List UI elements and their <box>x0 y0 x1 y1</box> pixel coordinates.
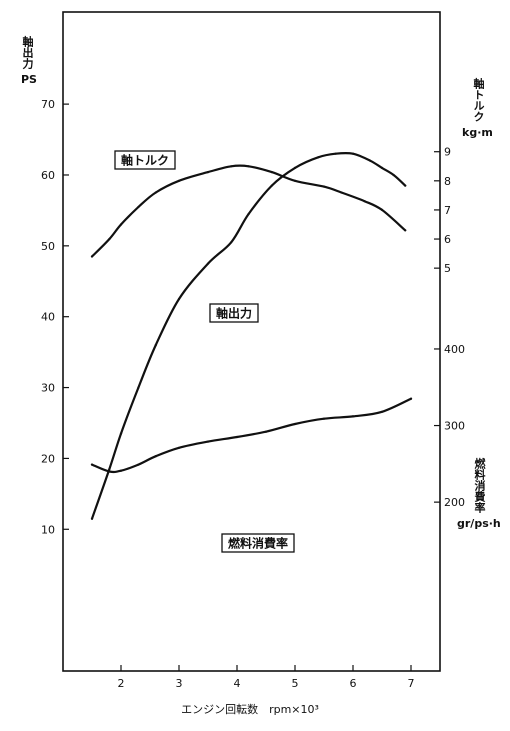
torque-point <box>247 165 250 168</box>
torque-tick-label: 5 <box>444 262 451 275</box>
torque-point <box>270 171 273 174</box>
power-point <box>230 241 233 244</box>
power-point <box>317 156 320 159</box>
curve-label-box <box>221 533 295 553</box>
curve-label-text: 軸トルク <box>121 153 169 168</box>
torque-point <box>230 165 233 168</box>
power-point <box>177 297 181 301</box>
fuel-consumption-line <box>90 397 413 474</box>
power-axis-title-text: 軸出力 <box>21 36 34 69</box>
power-point <box>334 152 337 155</box>
torque-point <box>90 255 94 258</box>
torque-axis-ticks: 5 6 7 8 9 <box>434 146 451 275</box>
torque-curve-label: 軸トルク <box>114 150 176 170</box>
torque-point <box>322 185 326 188</box>
fuel-consumption-point <box>108 470 111 473</box>
power-curve-label: 軸出力 <box>209 303 259 323</box>
curve-label-text: 軸出力 <box>216 306 252 321</box>
fuel-consumption-point <box>206 440 210 443</box>
torque-point <box>293 179 297 182</box>
curve-label-text: 燃料消費率 <box>228 536 288 551</box>
torque-point <box>177 179 181 182</box>
power-tick-label: 60 <box>41 169 55 182</box>
fuel-consumption-point <box>119 469 123 472</box>
power-axis-ticks: 10 20 30 40 50 60 70 <box>41 98 69 536</box>
power-point <box>90 517 94 520</box>
power-tick-label: 10 <box>41 523 55 536</box>
x-tick-label: 2 <box>118 677 125 690</box>
power-tick-label: 70 <box>41 98 55 111</box>
fuel-consumption-point <box>90 463 94 466</box>
power-tick-label: 40 <box>41 311 55 324</box>
torque-tick-label: 7 <box>444 204 451 217</box>
plot-frame <box>62 11 441 672</box>
fuel-axis-unit: gr/ps·h <box>457 517 501 530</box>
series-lines <box>90 151 413 520</box>
x-axis-ticks: 2 3 4 5 6 7 <box>118 665 415 690</box>
power-axis-unit: PS <box>21 73 37 86</box>
power-point <box>137 386 140 389</box>
power-point <box>351 152 355 155</box>
torque-axis-title-text: 軸トルク <box>472 78 485 122</box>
x-tick-label: 6 <box>350 677 357 690</box>
torque-tick-label: 8 <box>444 175 451 188</box>
fuel-consumption-point <box>380 410 384 413</box>
torque-axis-title: 軸トルク kg·m <box>462 78 493 139</box>
torque-axis-unit: kg·m <box>462 126 493 139</box>
power-point <box>119 432 123 435</box>
torque-point <box>137 205 140 209</box>
fuel-consumption-point <box>177 446 181 449</box>
power-tick-label: 20 <box>41 452 55 465</box>
x-tick-label: 5 <box>292 677 299 690</box>
power-point <box>206 262 210 265</box>
power-point <box>380 166 384 169</box>
fuel-axis-title-text: 燃料消費率 <box>473 458 486 513</box>
power-tick-label: 30 <box>41 382 55 395</box>
fuel-consumption-point <box>154 455 157 458</box>
torque-point <box>363 200 366 203</box>
torque-point <box>404 229 407 232</box>
fuel-consumption-point <box>409 397 413 400</box>
torque-point <box>380 208 384 211</box>
power-point <box>369 159 372 162</box>
x-tick-label: 3 <box>176 677 183 690</box>
fuel-consumption-point <box>322 417 326 420</box>
fuel-consumption-point <box>264 430 268 433</box>
power-line <box>90 151 407 520</box>
x-tick-label: 7 <box>408 677 415 690</box>
fuel-tick-label: 400 <box>444 343 465 356</box>
torque-point <box>206 171 210 174</box>
power-point <box>392 173 395 177</box>
power-axis-title: 軸出力 PS <box>21 36 37 86</box>
torque-point <box>119 223 123 226</box>
x-axis-title: エンジン回転数 rpm×10³ <box>181 703 319 716</box>
fuel-tick-label: 300 <box>444 420 465 433</box>
power-point <box>108 467 111 471</box>
power-point <box>270 184 273 187</box>
curve-label-box <box>114 150 176 170</box>
fuel-curve-label: 燃料消費率 <box>221 533 295 553</box>
torque-tick-label: 6 <box>444 233 451 246</box>
fuel-consumption-point <box>137 463 140 466</box>
x-tick-label: 4 <box>234 677 241 690</box>
torque-line <box>90 164 407 258</box>
power-tick-label: 50 <box>41 240 55 253</box>
fuel-axis-title: 燃料消費率 gr/ps·h <box>457 458 501 530</box>
power-point <box>247 212 250 216</box>
power-point <box>293 166 297 169</box>
fuel-consumption-point <box>351 415 355 418</box>
fuel-axis-ticks: 200 300 400 <box>434 343 465 509</box>
fuel-tick-label: 200 <box>444 496 465 509</box>
curve-label-box <box>209 303 259 323</box>
power-point <box>404 184 407 187</box>
torque-tick-label: 9 <box>444 146 451 159</box>
fuel-consumption-point <box>293 422 297 426</box>
power-point <box>154 343 157 347</box>
torque-point <box>154 191 157 194</box>
torque-point <box>340 191 343 194</box>
fuel-consumption-point <box>235 435 239 439</box>
torque-point <box>108 237 111 241</box>
